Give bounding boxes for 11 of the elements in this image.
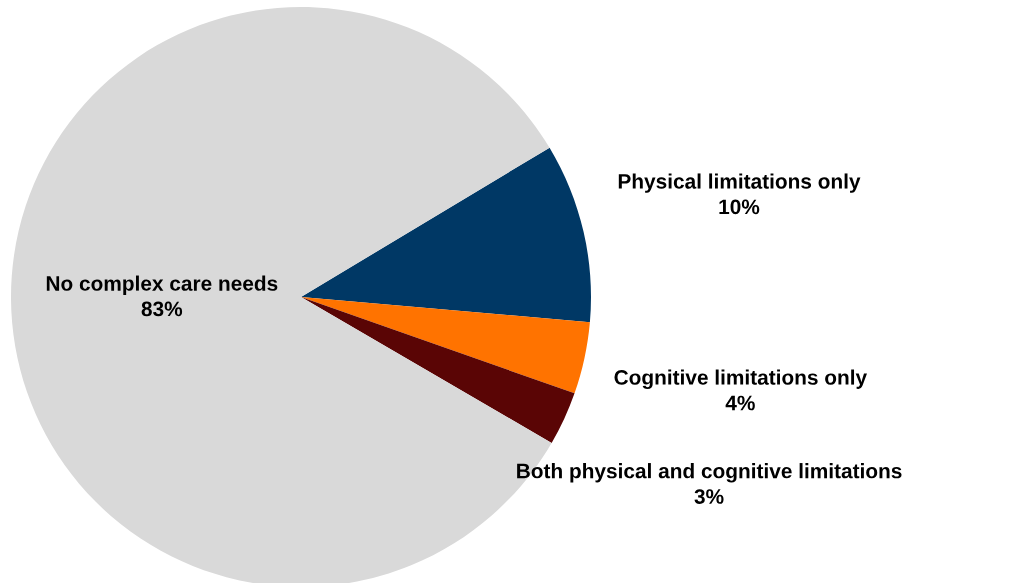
- pie-slice: [301, 297, 590, 394]
- data-label: 4%: [725, 395, 755, 411]
- slice-label: Both physical and cognitive limitations: [517, 463, 902, 483]
- pie-slice: [301, 297, 575, 443]
- slice-label: Cognitive limitations only: [614, 369, 867, 390]
- pie-slice: [301, 147, 591, 323]
- data-label: 83%: [141, 301, 183, 317]
- data-label: 3%: [694, 489, 724, 504]
- slice-label: No complex care needs: [46, 275, 278, 295]
- data-label: 10%: [719, 199, 760, 215]
- slice-label: Physical limitations only: [618, 173, 861, 193]
